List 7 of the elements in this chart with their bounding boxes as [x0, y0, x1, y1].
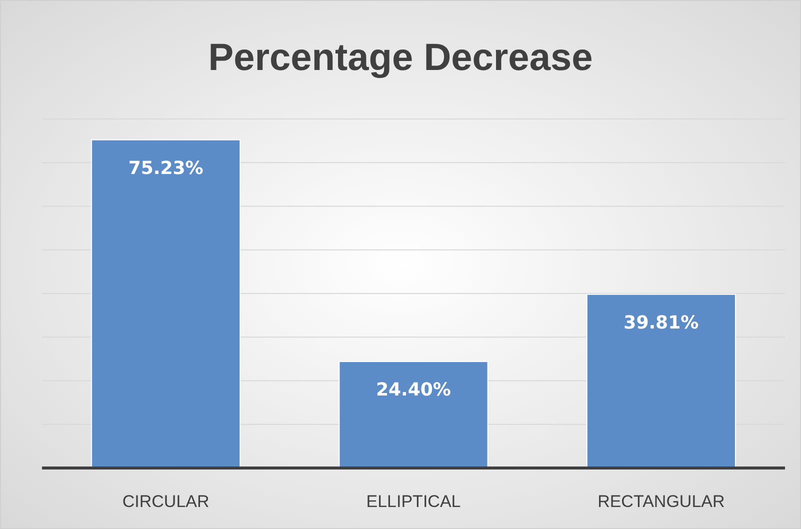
x-tick-label: CIRCULAR — [122, 492, 210, 511]
x-tick-label: RECTANGULAR — [598, 492, 725, 511]
chart-title: Percentage Decrease — [208, 37, 593, 79]
data-label: 39.81% — [624, 312, 699, 334]
data-label: 24.40% — [376, 380, 451, 401]
x-tick-label: ELLIPTICAL — [366, 492, 461, 511]
data-label: 75.23% — [128, 158, 204, 179]
